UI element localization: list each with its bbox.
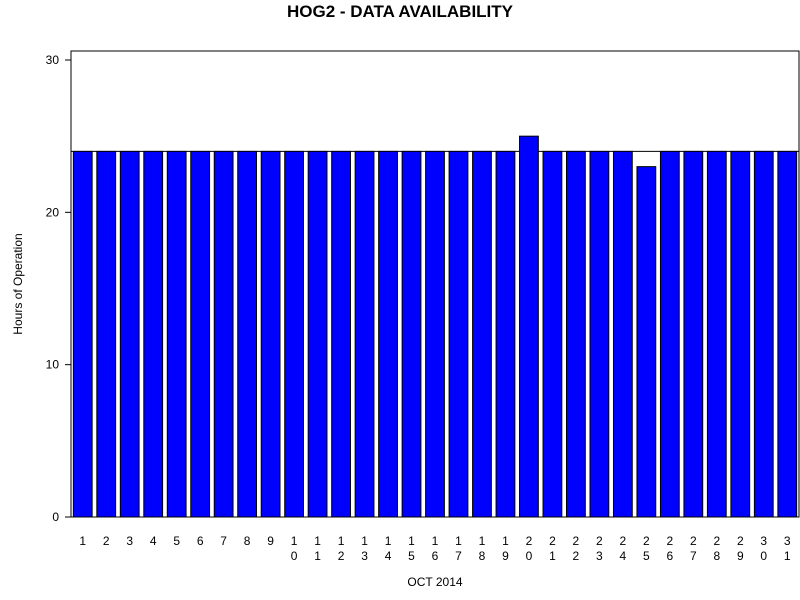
bar: [448, 150, 469, 518]
bar: [72, 150, 93, 518]
bar: [237, 150, 258, 518]
bar: [495, 150, 516, 518]
x-tick-label: 4: [150, 534, 157, 548]
x-tick-label: 6: [197, 534, 204, 548]
bar: [612, 150, 633, 518]
bar: [284, 150, 304, 518]
bar: [542, 150, 563, 518]
bar: [636, 166, 657, 518]
x-tick-label: 5: [173, 534, 180, 548]
bar: [472, 150, 492, 518]
bar: [213, 150, 234, 518]
x-tick-label: 7: [220, 534, 227, 548]
bar: [378, 150, 398, 518]
bar: [659, 150, 680, 518]
bar: [354, 150, 375, 518]
bar: [519, 135, 539, 518]
bar: [307, 150, 328, 518]
bar: [777, 150, 798, 518]
bar: [190, 150, 211, 518]
bar: [401, 150, 422, 518]
y-tick-label: 10: [46, 358, 60, 372]
bar: [96, 150, 117, 518]
bar: [753, 150, 774, 518]
bar: [425, 150, 445, 518]
y-tick-label: 20: [46, 205, 60, 219]
x-tick-label: 1: [79, 534, 86, 548]
y-tick-label: 30: [46, 53, 60, 67]
bar: [730, 150, 751, 518]
bar: [331, 150, 351, 518]
y-axis-label: Hours of Operation: [11, 233, 25, 334]
bar: [706, 150, 727, 518]
y-tick-label: 0: [52, 510, 59, 524]
x-tick-label: 9: [267, 534, 274, 548]
bar: [683, 150, 704, 518]
x-tick-label: 8: [244, 534, 251, 548]
bar: [143, 150, 164, 518]
bar: [166, 150, 187, 518]
bar: [566, 150, 586, 518]
bar: [589, 150, 610, 518]
x-tick-label: 2: [103, 534, 110, 548]
x-axis-label: OCT 2014: [407, 575, 462, 589]
chart-title: HOG2 - DATA AVAILABILITY: [287, 2, 514, 21]
x-tick-label: 3: [126, 534, 133, 548]
bar: [119, 150, 140, 518]
bar: [260, 150, 281, 518]
